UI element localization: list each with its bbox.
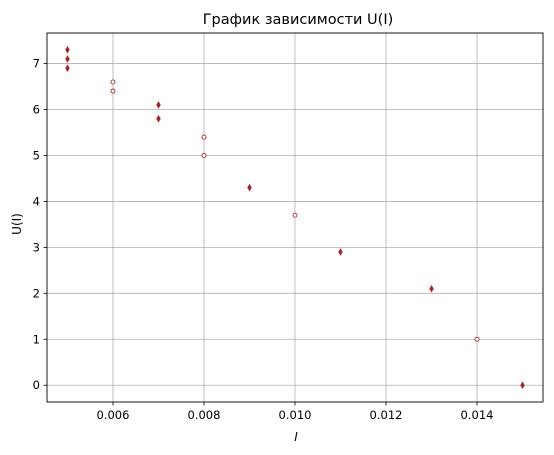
data-point-circle — [474, 336, 480, 342]
data-point-diamond — [156, 114, 161, 123]
data-point-circle — [201, 134, 207, 140]
data-points — [65, 45, 525, 390]
data-point-diamond — [338, 248, 343, 256]
data-point-diamond — [520, 381, 525, 390]
data-point-circle — [292, 212, 298, 218]
data-point-diamond — [65, 64, 70, 72]
x-tick-label: 0.008 — [188, 408, 221, 422]
y-tick-label: 7 — [33, 57, 40, 71]
grid-lines — [47, 33, 543, 402]
data-point-diamond — [65, 45, 70, 54]
axis-ticks: 0.006 0.008 0.010 0.012 0.014 0 1 2 3 4 5 6 7 — [33, 57, 494, 422]
data-point-diamond — [429, 284, 434, 293]
data-point-circle — [110, 88, 116, 94]
data-point-circle — [110, 79, 116, 85]
y-tick-label: 1 — [33, 332, 40, 346]
y-tick-label: 0 — [33, 378, 40, 392]
y-tick-label: 6 — [33, 103, 40, 117]
x-tick-label: 0.012 — [370, 408, 403, 422]
chart-title: График зависимости U(I) — [203, 12, 394, 28]
data-point-diamond — [247, 183, 252, 192]
x-axis-label: I — [294, 430, 298, 444]
y-tick-label: 2 — [33, 286, 40, 300]
data-point-diamond — [65, 55, 70, 63]
y-tick-label: 5 — [33, 148, 40, 162]
y-tick-label: 3 — [33, 240, 40, 254]
data-point-diamond — [156, 101, 161, 109]
x-tick-label: 0.006 — [97, 408, 130, 422]
x-tick-label: 0.014 — [461, 408, 494, 422]
y-axis-label: U(I) — [10, 213, 24, 235]
x-tick-label: 0.010 — [279, 408, 312, 422]
y-tick-label: 4 — [33, 194, 40, 208]
data-point-circle — [201, 153, 207, 158]
